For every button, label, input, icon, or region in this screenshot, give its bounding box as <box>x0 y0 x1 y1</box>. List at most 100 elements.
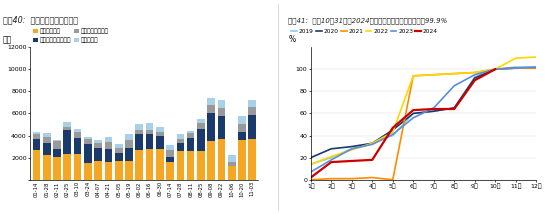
Bar <box>63 122 71 127</box>
Bar <box>125 148 133 161</box>
Bar <box>135 125 143 130</box>
Bar <box>84 163 92 180</box>
Bar <box>146 134 153 149</box>
2020 <box>328 147 334 150</box>
Bar <box>249 114 256 139</box>
2023 <box>471 73 478 76</box>
2024 <box>369 159 376 161</box>
2021 <box>389 178 396 181</box>
Bar <box>115 153 123 161</box>
Bar <box>104 162 112 180</box>
Bar <box>218 116 226 139</box>
Bar <box>218 100 226 108</box>
Legend: 国债（亿元）, 地方政府债（亿元）, 忡行票据（亿元）, 政策銀行债: 国债（亿元）, 地方政府债（亿元）, 忡行票据（亿元）, 政策銀行债 <box>33 29 108 43</box>
Bar <box>125 161 133 180</box>
Line: 2022: 2022 <box>311 57 536 164</box>
Bar <box>156 135 164 149</box>
2024 <box>410 109 416 111</box>
2019 <box>451 107 458 109</box>
Bar <box>156 127 164 132</box>
Bar <box>177 134 184 139</box>
2019 <box>389 134 396 137</box>
Bar <box>197 129 205 151</box>
Bar <box>249 139 256 180</box>
Bar <box>177 151 184 180</box>
Bar <box>187 131 195 133</box>
2021 <box>349 177 355 180</box>
2019 <box>369 142 376 145</box>
Bar <box>228 166 235 180</box>
2023 <box>328 159 334 161</box>
Text: 亿元: 亿元 <box>3 36 12 45</box>
Bar <box>218 139 226 180</box>
2023 <box>451 85 458 87</box>
2024 <box>328 161 334 163</box>
2020 <box>369 142 376 145</box>
2019 <box>307 163 314 166</box>
2021 <box>471 71 478 74</box>
2024 <box>492 68 498 70</box>
2019 <box>431 110 437 113</box>
Bar <box>94 143 102 148</box>
Bar <box>197 119 205 123</box>
2020 <box>410 112 416 115</box>
Bar <box>53 157 61 180</box>
Bar <box>177 143 184 151</box>
Bar <box>177 139 184 143</box>
Bar <box>238 132 246 140</box>
Bar <box>166 162 174 180</box>
2022 <box>492 68 498 70</box>
2023 <box>513 67 519 69</box>
Bar <box>43 155 51 180</box>
2024 <box>451 108 458 110</box>
Bar <box>197 123 205 129</box>
Bar <box>63 127 71 130</box>
Line: 2023: 2023 <box>311 67 536 172</box>
Bar <box>187 151 195 180</box>
2022 <box>349 149 355 151</box>
2021 <box>328 177 334 180</box>
Bar <box>63 154 71 180</box>
2019 <box>328 156 334 159</box>
Bar <box>135 130 143 134</box>
2020 <box>349 145 355 148</box>
Bar <box>156 132 164 135</box>
2019 <box>410 112 416 115</box>
Text: 图蠈40:  近半月利率债发行情况: 图蠈40: 近半月利率债发行情况 <box>3 15 78 24</box>
Bar <box>249 107 256 114</box>
Bar <box>84 139 92 144</box>
Bar <box>43 143 51 155</box>
Bar <box>94 148 102 161</box>
Bar <box>94 161 102 180</box>
2021 <box>451 72 458 75</box>
Line: 2019: 2019 <box>311 67 536 164</box>
2022 <box>389 131 396 134</box>
2022 <box>451 72 458 75</box>
Bar <box>187 138 195 151</box>
Bar <box>43 137 51 143</box>
Bar <box>166 146 174 150</box>
Bar <box>104 149 112 162</box>
Bar <box>207 141 215 180</box>
Text: %: % <box>288 36 295 45</box>
2023 <box>307 171 314 173</box>
Line: 2020: 2020 <box>311 68 536 158</box>
Bar <box>125 134 133 140</box>
Bar <box>146 130 153 134</box>
Bar <box>115 144 123 148</box>
Bar <box>84 137 92 139</box>
Bar <box>53 141 61 149</box>
Bar <box>249 100 256 107</box>
Bar <box>74 129 81 132</box>
Bar <box>32 139 40 150</box>
Bar <box>74 132 81 138</box>
2024 <box>471 79 478 82</box>
2022 <box>513 57 519 59</box>
2024 <box>349 160 355 162</box>
Bar <box>238 125 246 132</box>
Bar <box>53 149 61 157</box>
Bar <box>238 140 246 180</box>
Bar <box>74 138 81 154</box>
2023 <box>410 117 416 119</box>
Bar <box>187 133 195 138</box>
